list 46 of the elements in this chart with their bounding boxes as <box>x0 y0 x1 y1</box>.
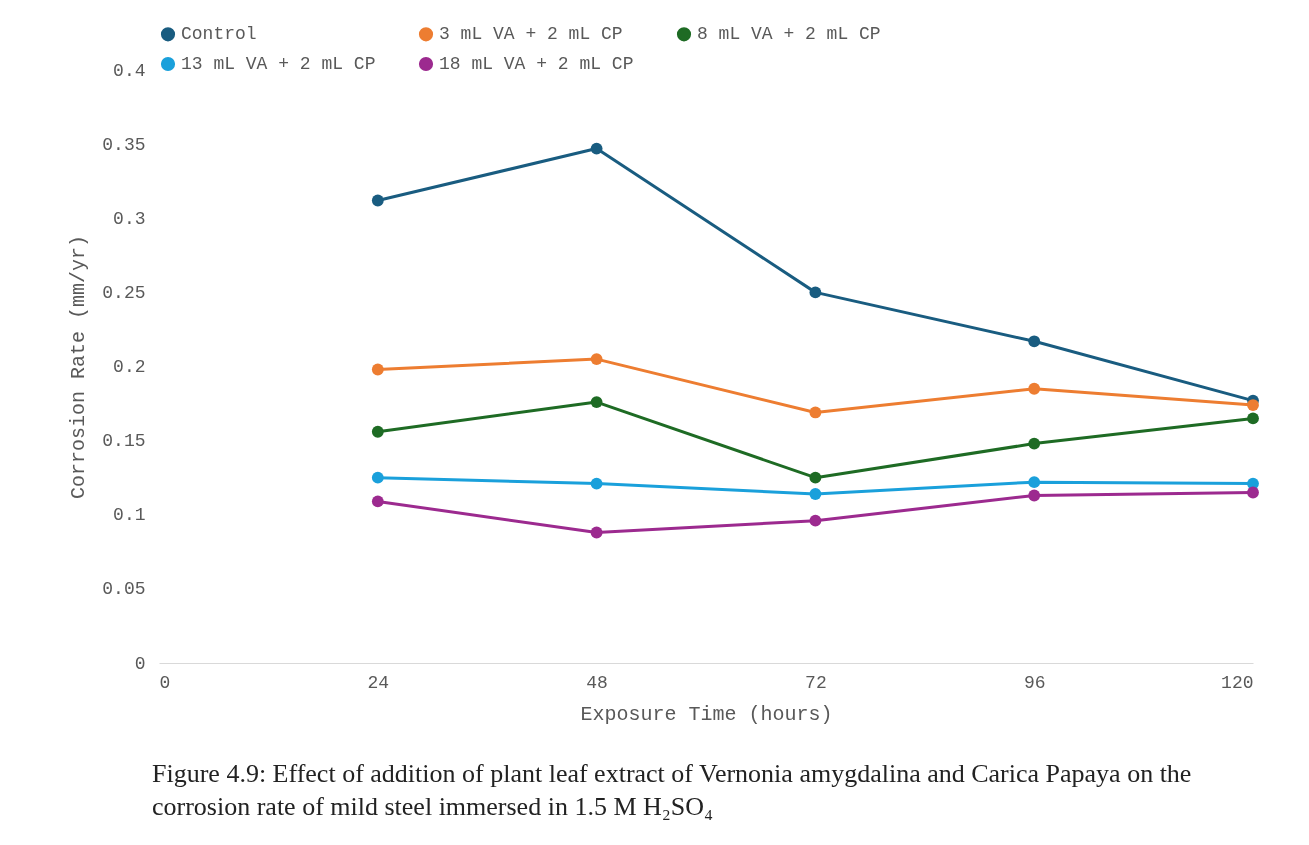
legend-label: 13 mL VA + 2 mL CP <box>181 54 376 74</box>
x-tick-label: 72 <box>805 672 827 693</box>
x-tick-label: 48 <box>586 672 608 693</box>
y-tick-label: 0.1 <box>113 505 146 526</box>
x-tick-label: 120 <box>1221 672 1254 693</box>
y-tick-label: 0.3 <box>113 208 146 229</box>
legend-label: Control <box>181 24 257 45</box>
y-tick-label: 0.15 <box>102 431 146 452</box>
y-tick-label: 0.05 <box>102 579 146 600</box>
y-axis-title: Corrosion Rate (mm/yr) <box>67 234 91 500</box>
point <box>590 396 603 408</box>
point <box>1247 412 1259 425</box>
point <box>590 142 603 155</box>
point <box>809 406 822 419</box>
caption: Figure 4.9: Effect of addition of plant leaf extract of Vernonia amygdalina and Carica Papaya on the corrosion rate of mild steel immersed in 1.5 M H₂SO₄ <box>152 758 1192 823</box>
point <box>371 471 384 484</box>
point <box>1028 476 1041 489</box>
y-tick-label: 0 <box>134 653 146 674</box>
point <box>371 425 384 438</box>
point <box>809 286 822 299</box>
point <box>1028 382 1041 395</box>
point <box>371 495 384 508</box>
point <box>809 514 822 527</box>
y-tick-label: 0.2 <box>113 357 146 377</box>
point <box>1247 486 1259 499</box>
point <box>809 471 822 484</box>
point <box>1028 489 1041 502</box>
y-tick-label: 0.25 <box>102 282 146 303</box>
y-tick-label: 0.35 <box>102 134 146 155</box>
point <box>590 477 603 490</box>
point <box>1028 335 1041 348</box>
legend-label: 8 mL VA + 2 mL CP <box>697 24 881 45</box>
point <box>590 526 603 539</box>
x-axis-title: Exposure Time (hours) <box>580 702 833 726</box>
y-tick-label: 0.4 <box>113 60 146 81</box>
point <box>371 194 384 207</box>
point <box>809 488 822 500</box>
x-tick-label: 0 <box>159 672 171 693</box>
point <box>1247 399 1259 411</box>
x-tick-label: 96 <box>1023 672 1046 693</box>
legend-label: 3 mL VA + 2 mL CP <box>439 24 623 45</box>
point <box>590 353 603 365</box>
point <box>371 363 384 376</box>
x-tick-label: 24 <box>367 672 390 693</box>
point <box>1028 437 1041 450</box>
legend-label: 18 mL VA + 2 mL CP <box>439 54 634 74</box>
